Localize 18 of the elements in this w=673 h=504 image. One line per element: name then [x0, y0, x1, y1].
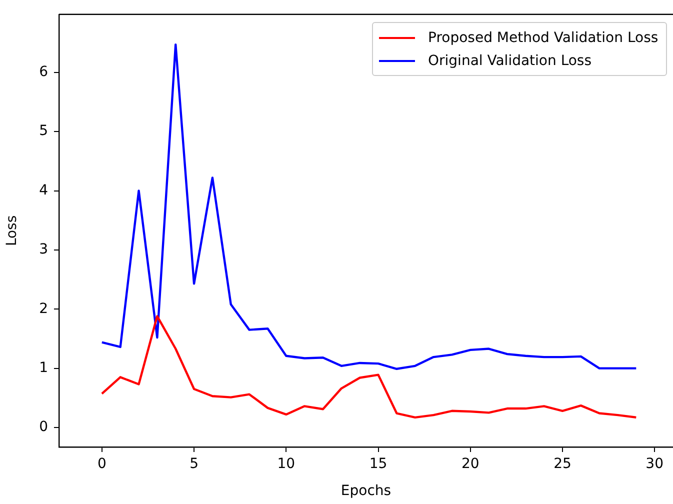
- x-tick-label: 20: [461, 456, 480, 472]
- legend-label: Original Validation Loss: [428, 52, 592, 69]
- y-tick-label: 2: [39, 300, 48, 317]
- x-tick-label: 15: [369, 456, 388, 472]
- y-tick-label: 4: [39, 182, 48, 198]
- y-tick-label: 3: [39, 242, 48, 258]
- x-tick-label: 30: [646, 456, 664, 472]
- legend-label: Proposed Method Validation Loss: [428, 30, 658, 46]
- y-tick-label: 0: [39, 419, 48, 436]
- x-tick-label: 10: [277, 456, 296, 472]
- x-axis-title: Epochs: [340, 483, 392, 500]
- y-tick-label: 5: [39, 123, 48, 140]
- y-tick-label: 1: [39, 360, 48, 376]
- x-tick-label: 5: [190, 456, 198, 472]
- x-tick-label: 0: [97, 456, 106, 472]
- y-tick-label: 6: [39, 64, 48, 80]
- x-tick-label: 25: [554, 456, 572, 472]
- y-axis-title: Loss: [4, 215, 20, 246]
